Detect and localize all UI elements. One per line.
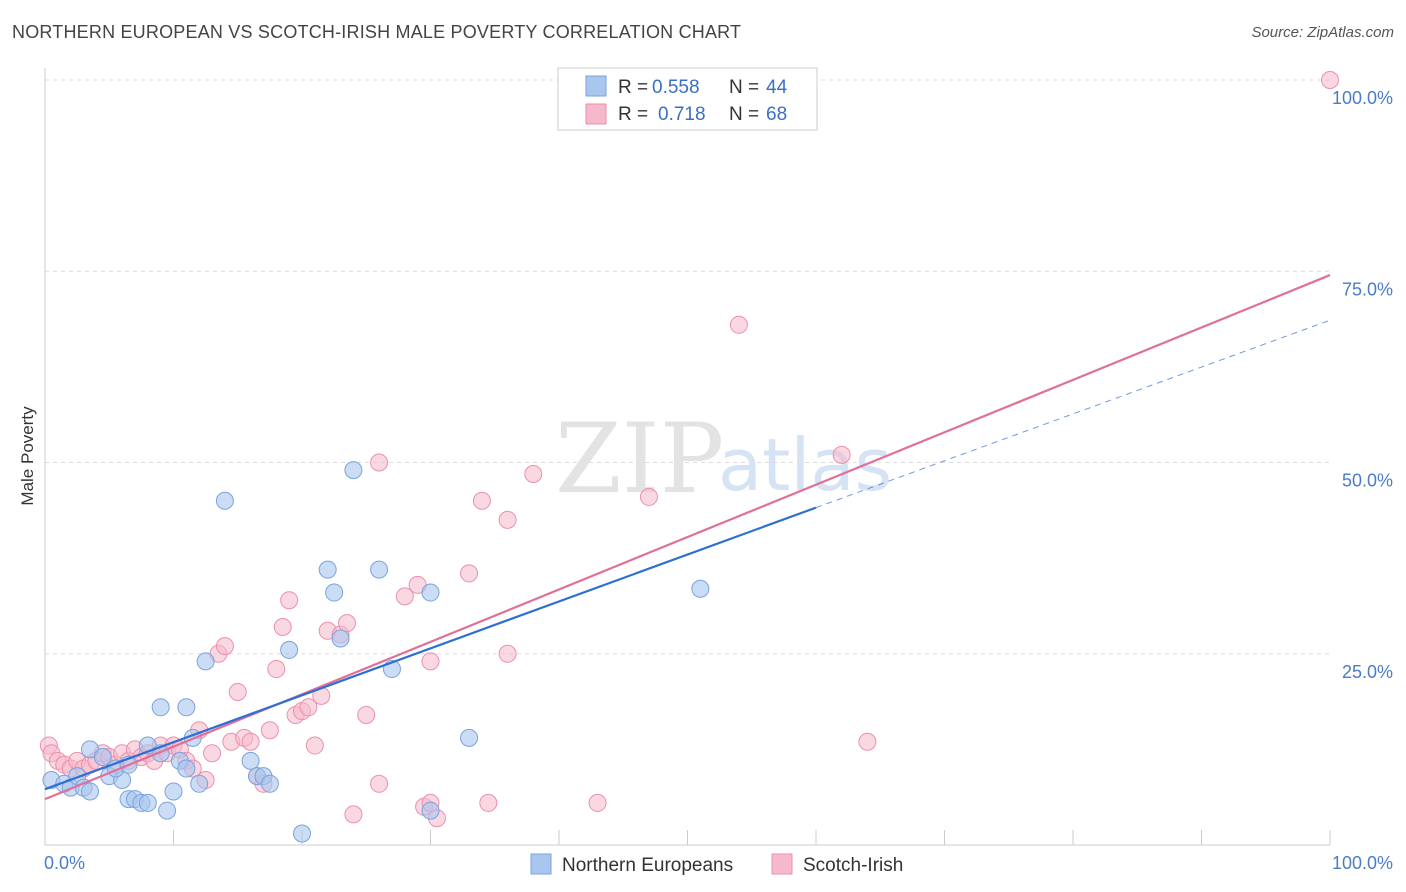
scotch-irish-point [215, 637, 234, 656]
legend-n-label: N = [729, 77, 759, 98]
northern-europeans-point [280, 640, 299, 659]
y-tick-label: 75.0% [1342, 279, 1393, 299]
northern-europeans-point [344, 461, 363, 480]
northern-europeans-point [215, 491, 234, 510]
northern-europeans-point [138, 793, 157, 812]
northern-europeans-point [158, 801, 177, 820]
scotch-irish-point [588, 793, 607, 812]
northern-europeans-point [421, 801, 440, 820]
y-tick-label: 25.0% [1342, 662, 1393, 682]
bottom-legend-label: Northern Europeans [562, 855, 733, 876]
northern-europeans-point [196, 652, 215, 671]
scotch-irish-point [524, 464, 543, 483]
legend-swatch-pink [585, 103, 607, 125]
scotch-irish-point [299, 698, 318, 717]
northern-europeans-point [325, 583, 344, 602]
scotch-irish-point [267, 660, 286, 679]
axes [44, 68, 1331, 846]
northern-europeans-point [164, 782, 183, 801]
watermark-zip: ZIP [555, 403, 724, 515]
northern-europeans-point [177, 698, 196, 717]
legend-n-label: N = [729, 104, 759, 125]
bottom-legend: Northern Europeans Scotch-Irish [530, 853, 903, 876]
y-tick-label: 100.0% [1332, 88, 1393, 108]
northern-europeans-point [241, 751, 260, 770]
northern-europeans-point [421, 583, 440, 602]
scotch-irish-point [460, 564, 479, 583]
legend-r-value: 0.558 [652, 77, 700, 98]
scotch-irish-point [479, 793, 498, 812]
legend-swatch-blue [585, 75, 607, 97]
northern-europeans-point [293, 824, 311, 843]
scotch-irish-point [241, 732, 260, 751]
northern-europeans-point [177, 759, 196, 778]
northern-europeans-trend-extension [815, 319, 1331, 509]
scotch-irish-point [729, 315, 748, 334]
scotch-irish-point [472, 491, 491, 510]
legend-r-label: R = [618, 104, 648, 125]
northern-europeans-point [190, 774, 209, 793]
scotch-irish-point [832, 445, 851, 464]
legend-box: R = 0.558 N = 44 R = 0.718 N = 68 [557, 67, 818, 131]
northern-europeans-point [151, 698, 170, 717]
scotch-irish-point [370, 453, 389, 472]
northern-europeans-point [691, 579, 710, 598]
scotch-irish-point [260, 721, 279, 740]
chart-title: NORTHERN EUROPEAN VS SCOTCH-IRISH MALE P… [12, 22, 742, 42]
y-tick-label: 50.0% [1342, 471, 1393, 491]
scotch-irish-point [305, 736, 324, 755]
northern-europeans-point [460, 728, 479, 747]
northern-europeans-points [42, 461, 710, 843]
scotch-irish-point [273, 617, 292, 636]
legend-n-value: 44 [766, 77, 788, 98]
scotch-irish-trend-line [44, 274, 1331, 801]
northern-europeans-point [260, 774, 279, 793]
scotch-irish-point [370, 774, 389, 793]
northern-europeans-point [370, 560, 389, 579]
bottom-legend-swatch-blue [530, 853, 552, 875]
scotch-irish-point [1321, 71, 1339, 89]
scotch-irish-point [498, 644, 517, 663]
northern-europeans-point [331, 629, 350, 648]
bottom-legend-swatch-pink [771, 853, 793, 875]
scotch-irish-point [498, 510, 517, 529]
scotch-irish-point [228, 683, 247, 701]
northern-europeans-point [318, 560, 337, 579]
scotch-irish-point [357, 705, 376, 724]
x-tick-label: 0.0% [44, 853, 85, 873]
scotch-irish-point [203, 744, 222, 763]
scotch-irish-point [858, 732, 877, 751]
legend-r-value: 0.718 [658, 104, 706, 125]
legend-r-label: R = [618, 77, 648, 98]
northern-europeans-point [93, 748, 112, 767]
grid-lines [45, 79, 1330, 655]
scotch-irish-point [337, 614, 356, 633]
scotch-irish-point [639, 487, 658, 506]
scotch-irish-point [395, 587, 414, 606]
y-axis-label: Male Poverty [18, 406, 37, 506]
scotch-irish-point [421, 652, 440, 671]
tick-labels: 25.0% 50.0% 75.0% 100.0% 0.0% 100.0% [44, 88, 1393, 873]
northern-europeans-trend-line [44, 506, 817, 791]
legend-n-value: 68 [766, 104, 787, 125]
scotch-irish-point [280, 591, 299, 610]
chart-source: Source: ZipAtlas.com [1251, 24, 1394, 41]
scotch-irish-point [344, 805, 363, 824]
northern-europeans-point [80, 782, 99, 801]
trend-lines [44, 274, 1331, 801]
bottom-legend-label: Scotch-Irish [803, 855, 903, 876]
x-tick-label: 100.0% [1332, 853, 1393, 873]
